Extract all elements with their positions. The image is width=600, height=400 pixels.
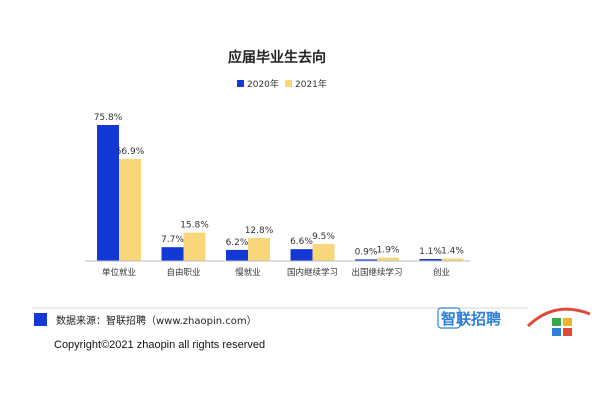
legend: 2020年 2021年 [237, 78, 327, 90]
bar-2020年-创业 [419, 259, 442, 261]
chart-title: 应届毕业生去向 [228, 49, 326, 66]
category-label-4: 出国继续学习 [351, 267, 402, 278]
category-label-3: 国内继续学习 [287, 267, 338, 278]
bar-2020年-慢就业 [226, 249, 248, 261]
bar-2020年-出国继续学习 [355, 259, 377, 261]
brand-name: 智联招聘 [441, 310, 501, 328]
bar-2021年-创业 [441, 258, 464, 261]
watermark-tile-green [552, 318, 561, 326]
data-label-2021年-自由职业: 15.8% [180, 221, 209, 231]
data-label-2021年-创业: 1.4% [441, 246, 464, 256]
data-label-2020年-出国继续学习: 0.9% [355, 247, 378, 257]
category-label-5: 创业 [433, 267, 450, 278]
watermark-tile-yellow [563, 318, 572, 326]
category-label-2: 慢就业 [235, 267, 261, 278]
data-label-2021年-单位就业: 56.9% [116, 147, 145, 157]
legend-swatch-2020 [237, 80, 244, 87]
watermark-swoosh-icon [526, 307, 591, 328]
bar-2020年-单位就业 [97, 125, 119, 261]
bar-2020年-自由职业 [161, 247, 184, 261]
watermark-tile-red [563, 328, 572, 336]
data-label-2021年-出国继续学习: 1.9% [377, 246, 400, 256]
zhaopin-logo: 智联招聘 [437, 307, 501, 329]
data-label-2020年-创业: 1.1% [419, 247, 442, 257]
category-label-1: 自由职业 [166, 267, 200, 278]
watermark-tile-blue [552, 328, 561, 336]
data-label-2020年-单位就业: 75.8% [94, 113, 123, 123]
logo-frame-icon [437, 307, 461, 329]
source-accent-block [34, 313, 47, 326]
bar-2021年-国内继续学习 [312, 243, 335, 261]
bar-2021年-自由职业 [183, 232, 206, 261]
category-label-0: 单位就业 [102, 267, 136, 278]
data-label-2020年-国内继续学习: 6.6% [290, 237, 313, 247]
data-label-2021年-国内继续学习: 9.5% [312, 232, 335, 242]
bars-group [97, 125, 464, 261]
legend-label-2021: 2021年 [295, 78, 327, 90]
copyright-text: Copyright©2021 zhaopin all rights reserv… [54, 339, 265, 351]
watermark-logo-icon [526, 307, 591, 336]
bar-2021年-慢就业 [248, 238, 270, 261]
data-source-text: 数据来源：智联招聘（www.zhaopin.com） [56, 314, 257, 327]
data-labels-group: 75.8% 56.9% 7.7% 15.8% 6.2% 12.8% 6.6%9.5% 0.9%… [94, 113, 465, 257]
data-label-2020年-慢就业: 6.2% [226, 238, 249, 248]
bar-2020年-国内继续学习 [290, 249, 313, 261]
legend-swatch-2021 [285, 80, 292, 87]
legend-label-2020: 2020年 [247, 78, 279, 90]
data-label-2021年-慢就业: 12.8% [245, 226, 274, 236]
category-labels-group: 单位就业 自由职业 慢就业 国内继续学习 出国继续学习 创业 [102, 267, 450, 278]
data-label-2020年-自由职业: 7.7% [161, 235, 184, 245]
bar-2021年-单位就业 [119, 158, 141, 261]
bar-2021年-出国继续学习 [377, 257, 399, 261]
